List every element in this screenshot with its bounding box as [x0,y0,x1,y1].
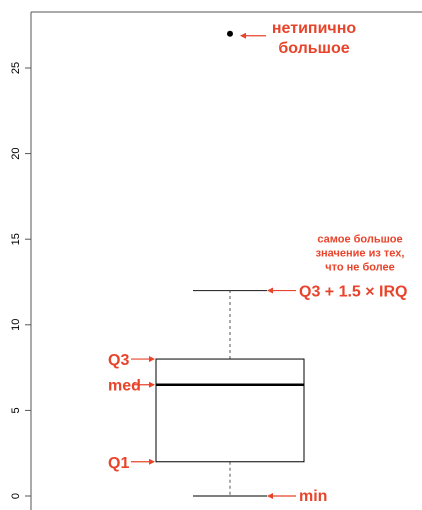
min-annotation: min [299,488,327,505]
boxplot [155,30,305,497]
y-tick-label: 20 [10,147,22,159]
y-axis-ticks: 0 5 10 15 20 25 [10,62,31,499]
whisker-note-line3: что не более [325,262,395,274]
upper-whisker-annotation: Q3 + 1.5 × IRQ [299,284,408,301]
y-tick-label: 10 [10,319,22,331]
whisker-note-line1: самое большое [317,234,402,246]
median-annotation: med [108,378,141,395]
y-tick-label: 5 [10,407,22,413]
outlier-point [227,30,233,37]
iqr-box [155,358,305,463]
y-tick-label: 25 [10,62,22,74]
whisker-note-line2: значение из тех, [316,248,405,260]
y-tick-label: 0 [10,493,22,499]
annotations: нетипично большое самое большое значение из… [108,20,408,505]
q1-annotation: Q1 [108,455,129,472]
y-tick-label: 15 [10,233,22,245]
outlier-annotation-line1: нетипично [272,20,356,37]
outlier-annotation-line2: большое [278,40,349,57]
q3-annotation: Q3 [108,352,129,369]
